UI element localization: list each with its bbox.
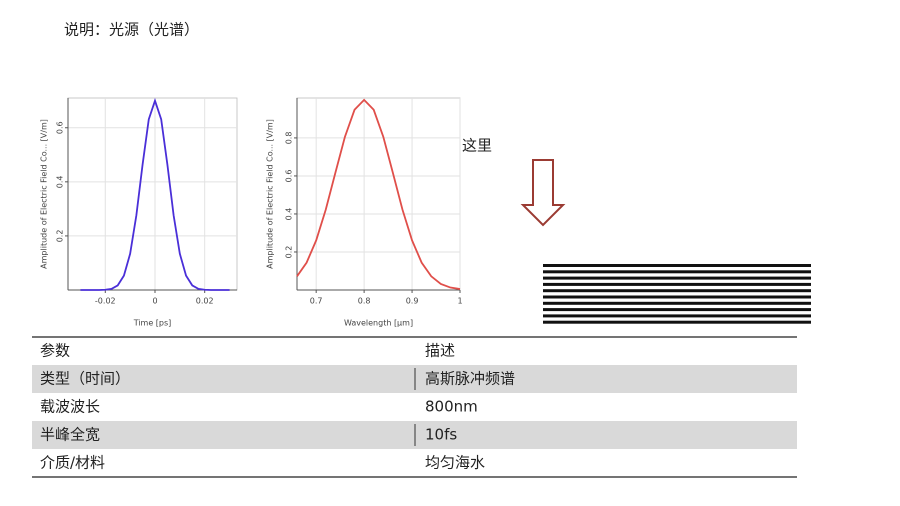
plot-area bbox=[67, 97, 238, 291]
stripe bbox=[543, 276, 811, 280]
y-tick-label: 0.4 bbox=[56, 175, 65, 188]
stripe bbox=[543, 270, 811, 274]
table-cell: 载波波长 bbox=[40, 398, 100, 416]
stripe-image bbox=[543, 264, 811, 324]
x-tick-label: 0 bbox=[152, 297, 157, 306]
table-cell: 类型（时间） bbox=[40, 370, 130, 388]
x-axis-label: Time [ps] bbox=[133, 319, 172, 328]
x-tick-label: -0.02 bbox=[95, 297, 116, 306]
y-axis-label: Amplitude of Electric Field Co... [V/m] bbox=[266, 119, 275, 269]
table-cell: 均匀海水 bbox=[425, 454, 485, 472]
y-tick-label: 0.6 bbox=[56, 121, 65, 134]
x-tick-label: 0.8 bbox=[358, 297, 371, 306]
stripe bbox=[543, 295, 811, 299]
x-tick-label: 0.9 bbox=[406, 297, 419, 306]
y-tick-label: 0.2 bbox=[56, 230, 65, 243]
x-axis-label: Wavelength [µm] bbox=[344, 319, 413, 328]
page-title: 说明：光源（光谱） bbox=[64, 21, 199, 39]
y-tick-label: 0.4 bbox=[285, 208, 294, 221]
stripe bbox=[543, 301, 811, 305]
table-cell: 半峰全宽 bbox=[40, 426, 100, 444]
table-cell: 10fs bbox=[425, 426, 457, 444]
x-tick-label: 1 bbox=[457, 297, 462, 306]
table-header-cell: 参数 bbox=[40, 342, 70, 360]
table-cell: 介质/材料 bbox=[40, 454, 105, 472]
y-tick-label: 0.6 bbox=[285, 170, 294, 183]
line bbox=[296, 98, 461, 290]
stripe bbox=[543, 282, 811, 286]
line bbox=[80, 97, 230, 291]
x-tick-label: 0.02 bbox=[196, 297, 214, 306]
table-cell: 800nm bbox=[425, 398, 478, 416]
stripe bbox=[543, 320, 811, 324]
arrow bbox=[520, 159, 566, 227]
stripe bbox=[543, 289, 811, 293]
y-tick-label: 0.2 bbox=[285, 246, 294, 259]
note: 这里 bbox=[462, 137, 492, 155]
y-axis-label: Amplitude of Electric Field Co... [V/m] bbox=[40, 119, 49, 269]
table-cell: 高斯脉冲频谱 bbox=[425, 370, 515, 388]
table-header-cell: 描述 bbox=[425, 342, 455, 360]
plot-area bbox=[296, 97, 461, 291]
stripe bbox=[543, 264, 811, 267]
y-tick-label: 0.8 bbox=[285, 132, 294, 145]
x-tick-label: 0.7 bbox=[310, 297, 323, 306]
stripe bbox=[543, 314, 811, 318]
stripe bbox=[543, 308, 811, 312]
